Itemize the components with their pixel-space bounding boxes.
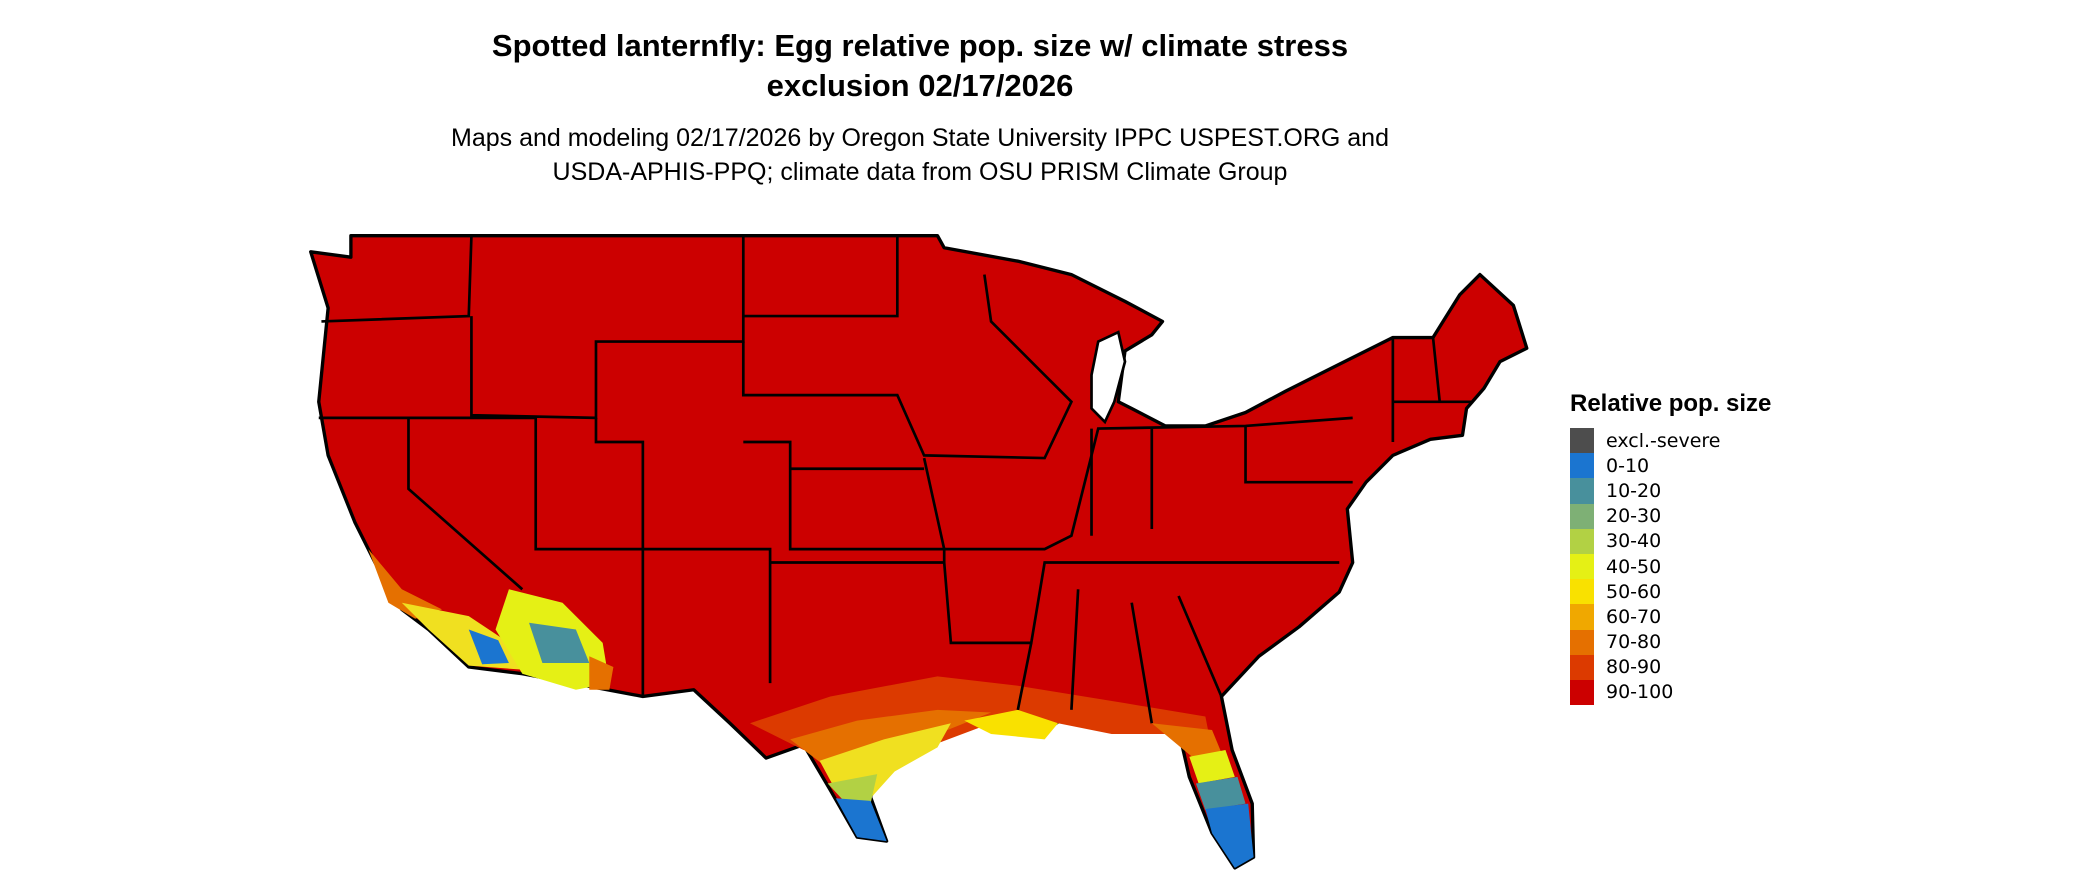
texas-green bbox=[827, 774, 878, 804]
chart-subtitle-line2: USDA-APHIS-PPQ; climate data from OSU PR… bbox=[552, 158, 1288, 186]
legend-label: 40-50 bbox=[1606, 555, 1662, 578]
arizona-teal bbox=[529, 622, 590, 663]
florida-yellow bbox=[1189, 750, 1235, 784]
florida-orange bbox=[1151, 723, 1222, 757]
legend-item: 10-20 bbox=[1570, 478, 1771, 504]
legend-label: excl.-severe bbox=[1606, 429, 1721, 452]
legend-item: excl.-severe bbox=[1570, 428, 1771, 454]
lake-michigan bbox=[1090, 330, 1127, 425]
legend-label: 20-30 bbox=[1606, 505, 1662, 528]
legend-swatch bbox=[1570, 478, 1594, 504]
legend-item: 50-60 bbox=[1570, 579, 1771, 605]
arizona-orange bbox=[589, 656, 614, 690]
legend-item: 60-70 bbox=[1570, 604, 1771, 630]
chart-title-line1: Spotted lanternfly: Egg relative pop. si… bbox=[491, 28, 1349, 63]
legend-swatch bbox=[1570, 654, 1594, 680]
legend-label: 70-80 bbox=[1606, 631, 1662, 654]
legend-swatch bbox=[1570, 579, 1594, 605]
legend-label: 0-10 bbox=[1606, 454, 1650, 477]
conus-fill bbox=[309, 234, 1529, 870]
legend-swatch bbox=[1570, 679, 1594, 706]
legend-item: 0-10 bbox=[1570, 453, 1771, 479]
florida-teal bbox=[1195, 776, 1246, 811]
legend-item: 30-40 bbox=[1570, 528, 1771, 554]
legend-label: 10-20 bbox=[1606, 479, 1662, 502]
legend-label: 60-70 bbox=[1606, 605, 1662, 628]
state-borders bbox=[318, 235, 1474, 724]
legend-item: 70-80 bbox=[1570, 629, 1771, 655]
legend-title: Relative pop. size bbox=[1570, 390, 1772, 417]
legend: Relative pop. size excl.-severe 0-10 10-20… bbox=[1570, 390, 1772, 706]
legend-swatch bbox=[1570, 553, 1594, 580]
socal-orange bbox=[368, 549, 442, 619]
legend-swatch bbox=[1570, 528, 1594, 554]
legend-label: 30-40 bbox=[1606, 530, 1662, 553]
legend-item: 90-100 bbox=[1570, 679, 1771, 706]
legend-swatch bbox=[1570, 453, 1594, 479]
gulf-yellow bbox=[964, 709, 1059, 740]
legend-label: 80-90 bbox=[1606, 656, 1662, 679]
florida-blue bbox=[1205, 803, 1254, 868]
legend-label: 50-60 bbox=[1606, 580, 1662, 603]
us-outline bbox=[309, 234, 1529, 870]
legend-swatch bbox=[1570, 629, 1594, 655]
legend-swatch bbox=[1570, 604, 1594, 630]
chart-subtitle-line1: Maps and modeling 02/17/2026 by Oregon S… bbox=[451, 124, 1389, 152]
legend-item: 20-30 bbox=[1570, 503, 1771, 529]
legend-label: 90-100 bbox=[1606, 681, 1674, 704]
chart-title-line2: exclusion 02/17/2026 bbox=[766, 68, 1074, 103]
legend-swatch bbox=[1570, 428, 1594, 454]
legend-swatch bbox=[1570, 503, 1594, 529]
texas-blue bbox=[835, 798, 887, 842]
low-suitability-areas bbox=[368, 549, 1254, 868]
legend-item: 40-50 bbox=[1570, 553, 1771, 580]
legend-item: 80-90 bbox=[1570, 654, 1771, 680]
